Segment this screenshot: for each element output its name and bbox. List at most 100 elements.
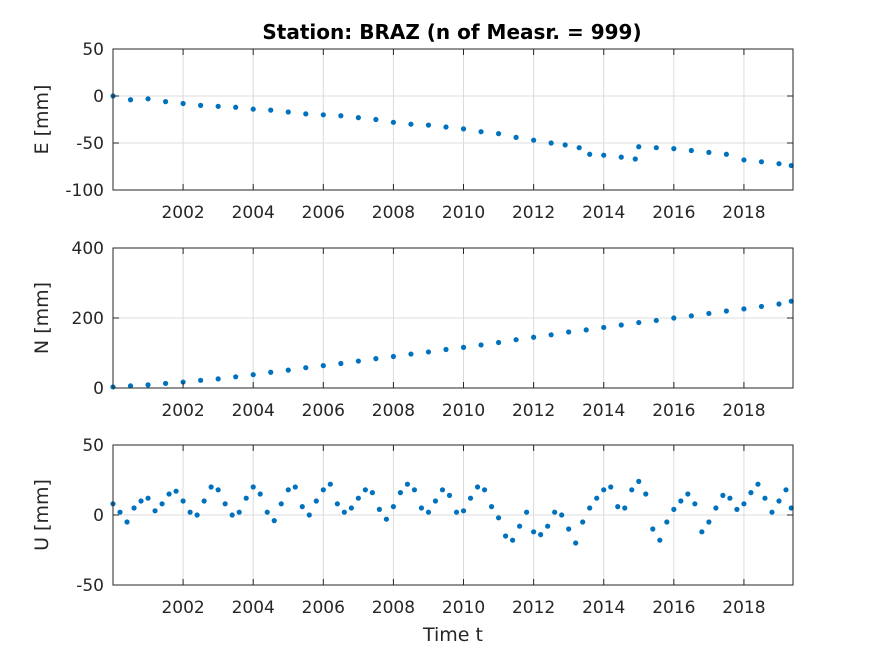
east-data-point xyxy=(268,107,274,113)
north-data-point xyxy=(390,353,397,360)
east-data-point xyxy=(285,109,291,115)
up-data-point xyxy=(264,509,270,515)
up-data-point xyxy=(587,505,593,511)
east-data-point xyxy=(233,104,239,110)
figure-title: Station: BRAZ (n of Measr. = 999) xyxy=(262,20,641,44)
up-data-point xyxy=(327,481,333,487)
east-data-point xyxy=(145,96,151,102)
up-data-point xyxy=(545,523,551,529)
north-data-point xyxy=(688,313,694,319)
up-data-point xyxy=(622,505,628,511)
north-data-point xyxy=(303,365,309,371)
up-data-point xyxy=(706,519,712,525)
east-ytick-label: -50 xyxy=(76,134,104,154)
east-data-point xyxy=(548,140,554,146)
east-data-point xyxy=(636,144,642,150)
up-data-point xyxy=(488,504,495,510)
up-ytick-label: 50 xyxy=(82,436,104,456)
east-ytick-label: 0 xyxy=(93,87,104,107)
east-data-point xyxy=(303,111,309,117)
up-data-point xyxy=(411,487,418,493)
north-series xyxy=(110,298,794,390)
up-xtick-label: 2012 xyxy=(512,598,555,618)
east-data-point xyxy=(408,121,414,127)
up-data-point xyxy=(152,508,158,514)
east-xtick-label: 2014 xyxy=(582,203,625,223)
up-data-point xyxy=(783,487,789,493)
up-data-point xyxy=(229,512,235,518)
east-data-point xyxy=(632,156,638,162)
up-xtick-label: 2006 xyxy=(302,598,345,618)
east-data-point xyxy=(460,126,467,132)
up-data-point xyxy=(201,498,207,504)
north-ylabel: N [mm] xyxy=(31,282,53,354)
up-xlabel: Time t xyxy=(422,624,483,646)
north-data-point xyxy=(338,360,344,367)
north-data-point xyxy=(601,324,607,331)
north-data-point xyxy=(127,383,134,389)
up-data-point xyxy=(502,533,509,539)
east-ylabel: E [mm] xyxy=(31,85,53,155)
east-data-point xyxy=(162,99,169,105)
up-data-point xyxy=(685,491,691,497)
north-xtick-label: 2016 xyxy=(652,401,695,421)
up-data-point xyxy=(439,487,446,493)
up-data-point xyxy=(383,516,389,522)
north-data-point xyxy=(233,374,239,380)
up-data-point xyxy=(117,509,123,515)
up-ytick-label: 0 xyxy=(93,506,104,526)
north-data-point xyxy=(355,358,361,364)
up-data-point xyxy=(678,498,684,504)
up-data-point xyxy=(573,540,579,546)
north-xtick-label: 2014 xyxy=(582,401,625,421)
up-xtick-label: 2002 xyxy=(161,598,204,618)
up-data-point xyxy=(552,509,558,515)
up-data-point xyxy=(362,487,368,493)
up-data-point xyxy=(446,492,453,498)
up-data-point xyxy=(187,509,193,515)
up-data-point xyxy=(769,509,775,515)
up-xtick-label: 2014 xyxy=(582,598,625,618)
north-ytick-label: 200 xyxy=(72,309,104,329)
east-data-point xyxy=(127,97,134,103)
up-data-point xyxy=(474,484,481,490)
east-data-point xyxy=(758,159,765,165)
north-data-point xyxy=(320,363,326,369)
north-ytick-label: 400 xyxy=(72,239,104,259)
up-data-point xyxy=(257,491,263,497)
up-data-point xyxy=(636,478,642,484)
east-xtick-label: 2010 xyxy=(442,203,485,223)
east-data-point xyxy=(576,145,582,151)
north-data-point xyxy=(706,310,712,317)
up-data-point xyxy=(215,487,221,493)
east-data-point xyxy=(587,151,593,157)
north-xtick-label: 2012 xyxy=(512,401,555,421)
up-data-point xyxy=(432,498,439,504)
north-data-point xyxy=(285,367,291,373)
north-xtick-label: 2010 xyxy=(442,401,485,421)
up-data-point xyxy=(671,506,677,512)
north-xtick-label: 2006 xyxy=(302,401,345,421)
up-data-point xyxy=(250,484,256,490)
north-xtick-label: 2018 xyxy=(722,401,765,421)
north-xtick-label: 2002 xyxy=(161,401,204,421)
up-data-point xyxy=(776,498,782,504)
north-data-point xyxy=(250,372,256,378)
up-data-point xyxy=(131,505,137,511)
up-data-point xyxy=(699,529,705,535)
up-data-point xyxy=(495,515,502,521)
east-xtick-label: 2006 xyxy=(302,203,345,223)
up-data-point xyxy=(166,491,172,497)
up-data-point xyxy=(278,501,284,507)
north-data-point xyxy=(373,356,379,362)
east-xtick-label: 2004 xyxy=(232,203,275,223)
up-data-point xyxy=(159,501,165,507)
up-series xyxy=(110,478,794,546)
up-data-point xyxy=(173,488,179,494)
east-data-point xyxy=(513,134,519,140)
north-data-point xyxy=(268,369,274,375)
up-data-point xyxy=(720,492,726,498)
north-data-point xyxy=(776,301,782,307)
east-data-point xyxy=(425,122,432,128)
east-data-point xyxy=(495,131,502,137)
